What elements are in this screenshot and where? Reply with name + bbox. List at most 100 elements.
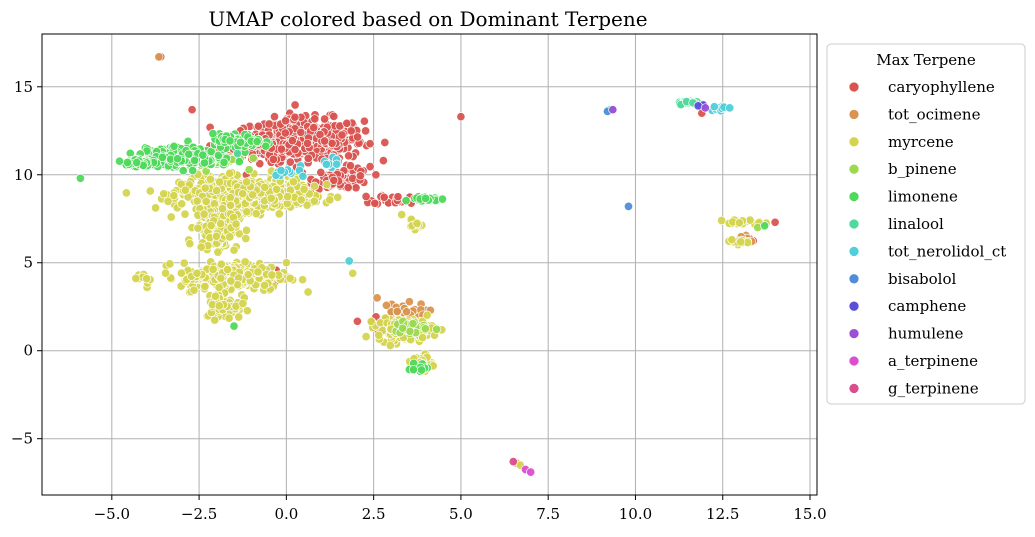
x-tick-label: −5.0 xyxy=(94,505,130,523)
legend-label: limonene xyxy=(888,188,958,206)
data-point xyxy=(226,276,236,286)
data-point xyxy=(303,287,313,297)
data-point xyxy=(378,156,388,166)
data-point xyxy=(180,209,190,219)
data-point xyxy=(200,281,210,292)
data-point xyxy=(348,268,358,278)
legend-label: bisabolol xyxy=(888,270,957,288)
data-point xyxy=(342,118,352,128)
data-point xyxy=(251,209,261,219)
data-point xyxy=(361,332,371,342)
data-point xyxy=(132,157,142,168)
data-point xyxy=(166,212,176,222)
data-point xyxy=(420,324,430,334)
data-point xyxy=(402,307,412,317)
data-point xyxy=(393,192,403,202)
data-point xyxy=(210,315,220,325)
data-point xyxy=(216,219,226,229)
y-tick-label: 15 xyxy=(14,78,33,96)
data-point xyxy=(298,275,308,285)
x-tick-label: 12.5 xyxy=(706,505,739,523)
legend-marker xyxy=(848,328,860,339)
data-point xyxy=(321,159,331,169)
data-point xyxy=(192,268,202,278)
data-point xyxy=(346,126,356,136)
data-point xyxy=(196,242,206,252)
data-point xyxy=(285,273,295,283)
data-point xyxy=(397,210,407,220)
data-point xyxy=(229,321,239,331)
data-point xyxy=(232,149,243,159)
data-point xyxy=(248,153,258,163)
data-point xyxy=(456,112,466,122)
data-point xyxy=(201,196,211,206)
data-point xyxy=(199,209,209,219)
legend-marker xyxy=(848,383,860,394)
x-tick-label: 2.5 xyxy=(362,505,386,523)
legend-title: Max Terpene xyxy=(876,51,976,69)
data-point xyxy=(253,267,263,277)
data-point xyxy=(608,105,618,115)
data-point xyxy=(238,298,248,309)
data-point xyxy=(236,137,246,147)
data-point xyxy=(163,196,173,206)
data-point xyxy=(225,200,236,210)
data-point xyxy=(219,157,229,167)
data-point xyxy=(365,162,375,172)
data-point xyxy=(238,189,248,199)
data-point xyxy=(225,232,235,242)
data-point xyxy=(355,171,365,181)
data-point xyxy=(224,313,234,323)
legend-label: tot_ocimene xyxy=(888,105,981,123)
data-point xyxy=(366,316,376,327)
data-point xyxy=(214,301,224,311)
data-point xyxy=(348,173,358,183)
data-point xyxy=(234,157,244,167)
y-tick-label: 5 xyxy=(23,254,33,272)
x-tick-label: −2.5 xyxy=(181,505,217,523)
data-point xyxy=(343,182,353,193)
data-point xyxy=(192,196,202,206)
data-point xyxy=(372,293,382,303)
data-point xyxy=(260,182,270,192)
data-point xyxy=(225,168,235,178)
data-point xyxy=(241,225,252,235)
legend: Max Terpene caryophyllene tot_ocimenemyrc… xyxy=(826,43,1026,405)
data-point xyxy=(234,312,244,322)
legend-label: humulene xyxy=(888,325,964,343)
data-point xyxy=(417,365,427,375)
data-point xyxy=(337,130,347,140)
data-point xyxy=(333,192,343,202)
data-point xyxy=(381,300,391,310)
data-point xyxy=(374,330,384,340)
data-point xyxy=(344,151,354,161)
data-points xyxy=(75,52,780,477)
data-point xyxy=(736,237,746,247)
legend-label: tot_nerolidol_ct xyxy=(888,242,1006,260)
data-point xyxy=(259,280,270,290)
data-point xyxy=(380,137,390,148)
data-point xyxy=(176,268,186,278)
data-point xyxy=(508,457,518,467)
data-point xyxy=(760,221,770,231)
data-point xyxy=(211,231,221,241)
data-point xyxy=(165,259,175,269)
data-point xyxy=(408,319,418,329)
data-point xyxy=(623,201,634,211)
data-point xyxy=(189,285,199,295)
data-point xyxy=(371,170,381,180)
data-point xyxy=(264,119,274,129)
data-point xyxy=(332,159,342,169)
data-point xyxy=(700,103,710,113)
data-point xyxy=(231,219,241,229)
data-point xyxy=(242,177,252,187)
data-point xyxy=(225,136,235,146)
data-point xyxy=(404,297,414,307)
data-point xyxy=(422,310,432,320)
data-point xyxy=(205,174,215,184)
data-point xyxy=(240,257,250,267)
data-point xyxy=(213,247,223,257)
data-point xyxy=(215,177,225,187)
data-point xyxy=(329,175,339,185)
